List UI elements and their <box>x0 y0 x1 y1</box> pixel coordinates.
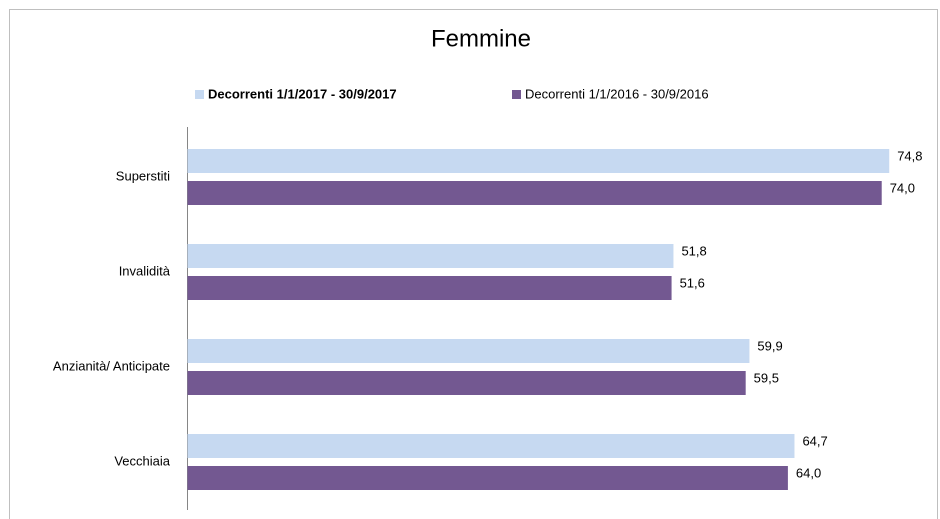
bar <box>187 244 674 268</box>
legend-swatch <box>195 90 204 99</box>
bar <box>187 276 672 300</box>
bar <box>187 466 788 490</box>
bar <box>187 181 882 205</box>
y-tick-label: Superstiti <box>116 168 170 183</box>
data-label: 74,8 <box>897 148 922 163</box>
data-label: 51,6 <box>680 275 705 290</box>
legend-label: Decorrenti 1/1/2016 - 30/9/2016 <box>525 86 709 101</box>
bar <box>187 339 750 363</box>
y-tick-label: Invalidità <box>119 263 171 278</box>
legend-label: Decorrenti 1/1/2017 - 30/9/2017 <box>208 86 397 101</box>
bar <box>187 371 746 395</box>
data-label: 51,8 <box>681 243 706 258</box>
data-label: 74,0 <box>890 180 915 195</box>
bar <box>187 434 795 458</box>
data-label: 64,0 <box>796 465 821 480</box>
y-tick-label: Anzianità/ Anticipate <box>53 358 170 373</box>
data-label: 64,7 <box>802 433 827 448</box>
legend-swatch <box>512 90 521 99</box>
data-label: 59,5 <box>754 370 779 385</box>
y-tick-label: Vecchiaia <box>114 453 170 468</box>
chart-title: Femmine <box>431 25 531 52</box>
bar <box>187 149 890 173</box>
data-label: 59,9 <box>757 338 782 353</box>
